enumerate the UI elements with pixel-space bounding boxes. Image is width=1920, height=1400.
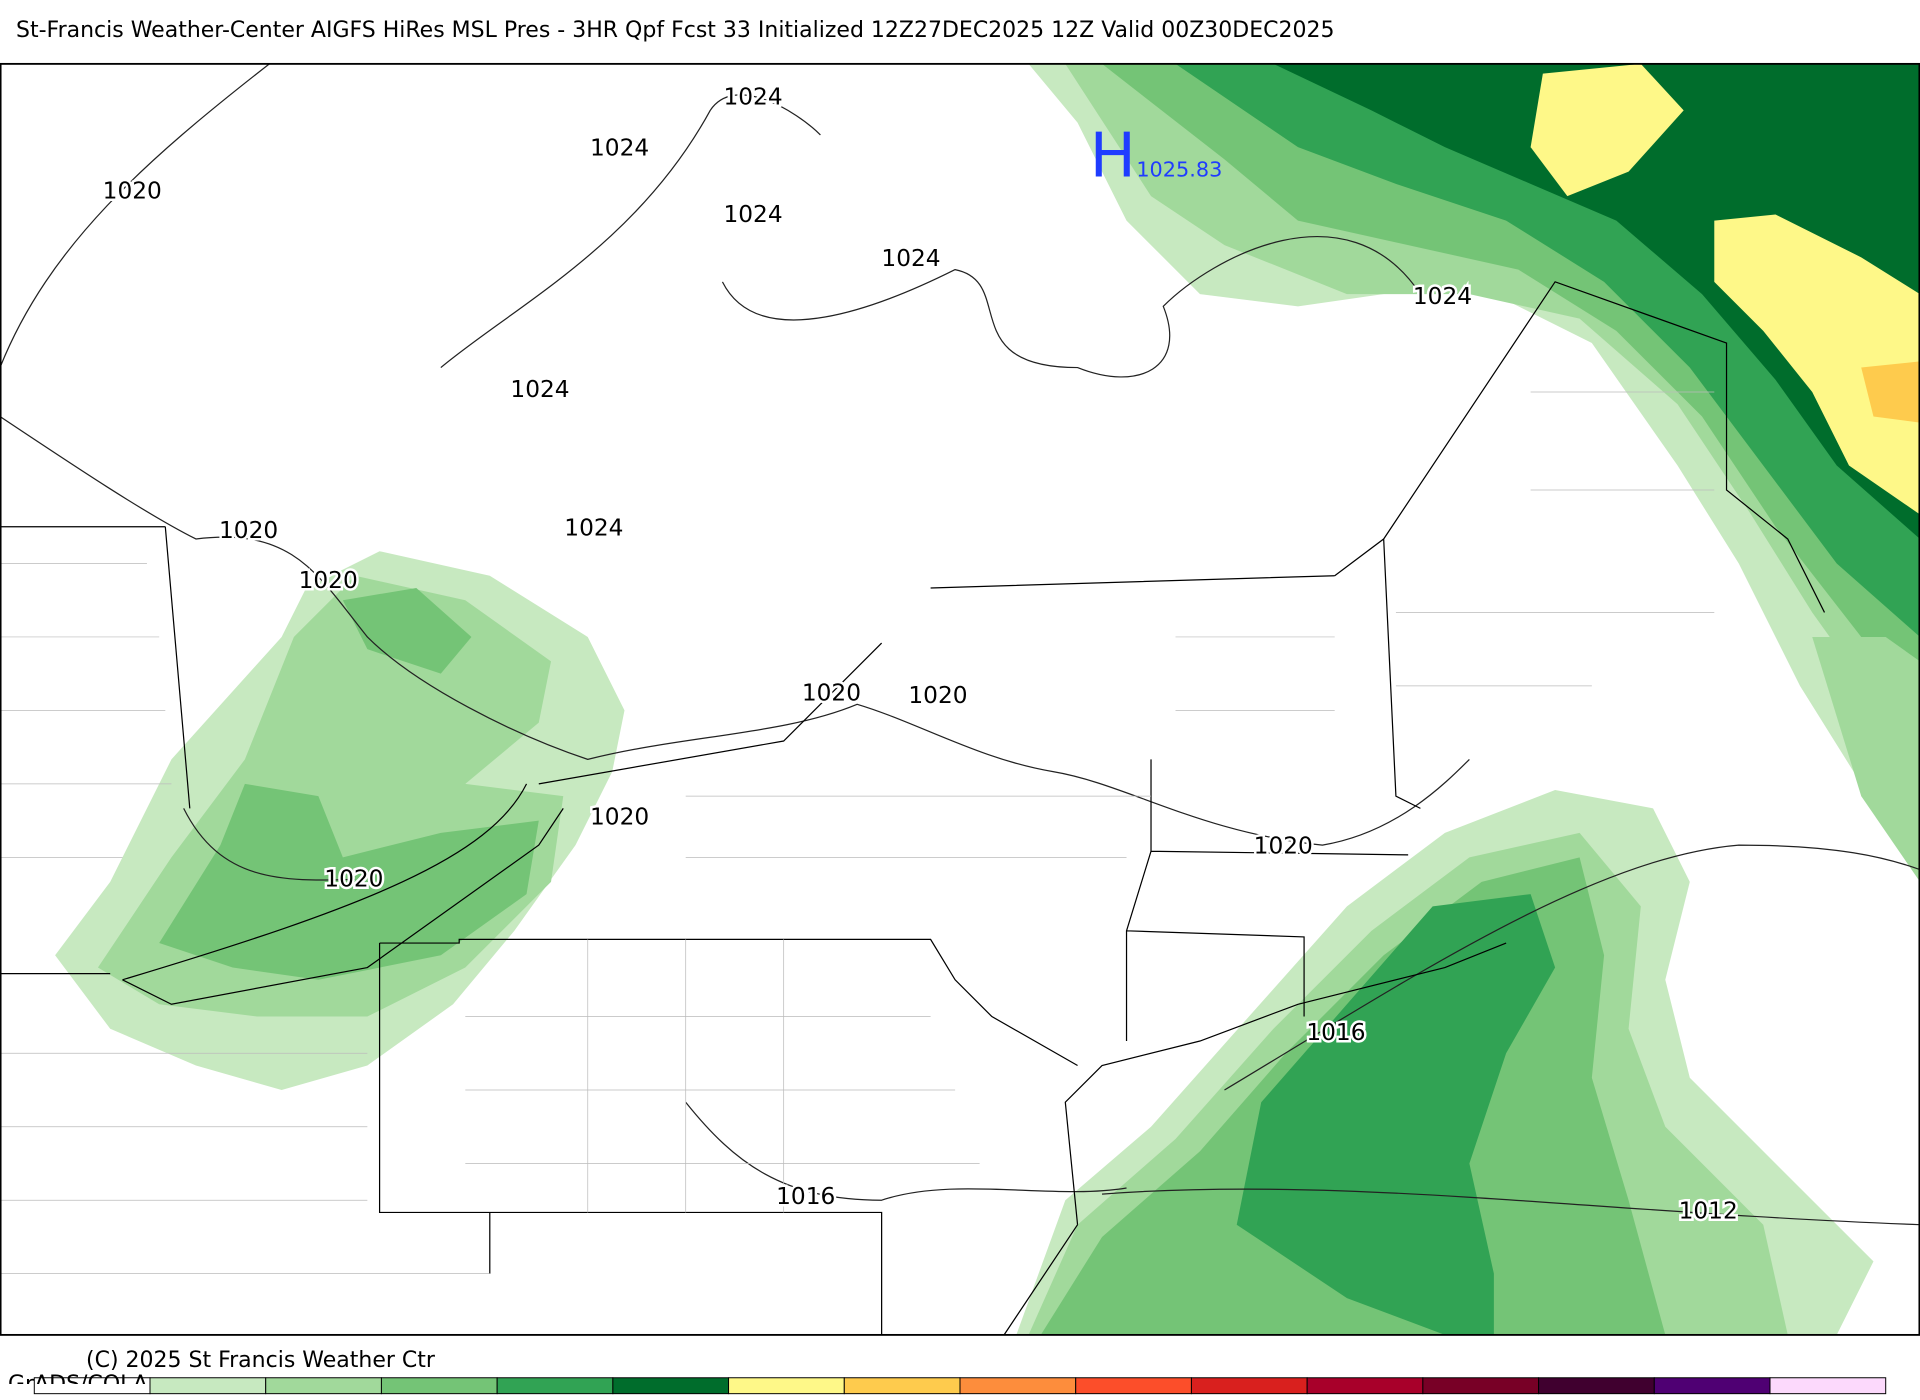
colorbar-swatch [380, 1377, 498, 1395]
colorbar-swatch [843, 1377, 961, 1395]
borders [0, 281, 1826, 1336]
colorbar-swatch [496, 1377, 614, 1395]
colorbar-swatch [1769, 1377, 1887, 1395]
county-lines [0, 391, 1715, 1275]
precip-colorbar [33, 1377, 1887, 1395]
isobar-label: 1024 [564, 514, 623, 541]
high-pressure-value: 1025.83 [1136, 158, 1222, 182]
isobar-label: 1024 [723, 83, 782, 110]
colorbar-swatch [728, 1377, 845, 1395]
isobar-label: 1020 [908, 682, 967, 709]
colorbar-swatch [265, 1377, 382, 1395]
isobar-label: 1024 [723, 201, 782, 228]
precip-great-lakes [55, 551, 625, 1090]
isobar-label: 1020 [219, 517, 278, 544]
isobar-label: 1024 [590, 135, 649, 162]
isobar-label: 1020 [590, 803, 649, 830]
isobar-label: 1024 [510, 376, 569, 403]
grads-label: GrADS/COLA [8, 1372, 148, 1384]
isobar-label: 1020 [103, 178, 162, 205]
colorbar-swatch [1306, 1377, 1424, 1395]
isobar-label: 1012 [1679, 1198, 1738, 1225]
colorbar-swatch [1190, 1377, 1308, 1395]
map-title: St-Francis Weather-Center AIGFS HiRes MS… [16, 18, 1335, 43]
colorbar-swatch [612, 1377, 730, 1395]
isobar-label: 1016 [776, 1183, 835, 1210]
isobar-label: 1020 [299, 567, 358, 594]
isobar-label: 1020 [324, 866, 383, 893]
isobar-label: 1020 [1254, 833, 1313, 860]
copyright-text: (C) 2025 St Francis Weather Ctr [86, 1348, 435, 1373]
isobars [0, 63, 1920, 1226]
colorbar-swatch [959, 1377, 1077, 1395]
colorbar-swatch [1653, 1377, 1771, 1395]
colorbar-swatch [1075, 1377, 1192, 1395]
isobar-label: 1024 [1413, 283, 1472, 310]
isobar-labels: 1024 1024 1024 1024 1024 1024 1024 1020 1020 1020… [100, 81, 1740, 1227]
colorbar-swatch [149, 1377, 267, 1395]
isobar-label: 1020 [802, 680, 861, 707]
map-frame [0, 62, 1920, 1336]
precip-northeast-band [1028, 63, 1920, 882]
precip-southeast-offshore [1016, 790, 1874, 1335]
isobar-label: 1024 [881, 245, 940, 272]
colorbar-swatch [1422, 1377, 1540, 1395]
colorbar-swatch [1538, 1377, 1655, 1395]
high-pressure-letter: H [1090, 121, 1136, 192]
isobar-label: 1016 [1306, 1019, 1365, 1046]
